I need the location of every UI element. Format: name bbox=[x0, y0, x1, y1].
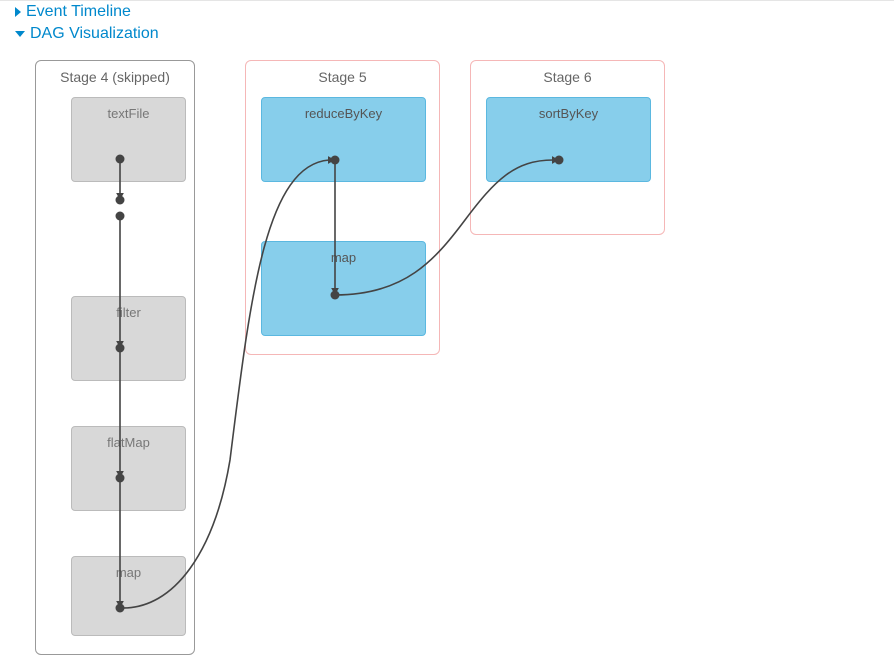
dag-visualization-toggle[interactable]: DAG Visualization bbox=[0, 23, 894, 45]
event-timeline-label: Event Timeline bbox=[26, 3, 131, 21]
op-s4_map: map bbox=[71, 556, 186, 636]
chevron-down-icon bbox=[15, 31, 25, 37]
stage-title: Stage 6 bbox=[481, 69, 654, 85]
op-s4_flatMap: flatMap bbox=[71, 426, 186, 511]
stage-stage5: Stage 5 reduceByKey map bbox=[245, 60, 440, 355]
stage-title: Stage 5 bbox=[256, 69, 429, 85]
op-s5_reduceByKey: reduceByKey bbox=[261, 97, 426, 182]
op-s6_sortByKey: sortByKey bbox=[486, 97, 651, 182]
stage-stage4: Stage 4 (skipped) textFile filter flatMap ma… bbox=[35, 60, 195, 655]
stage-title: Stage 4 (skipped) bbox=[46, 69, 184, 85]
dag-diagram: Stage 4 (skipped) textFile filter flatMap ma… bbox=[35, 60, 735, 670]
event-timeline-toggle[interactable]: Event Timeline bbox=[0, 1, 894, 23]
op-s4_textFile: textFile bbox=[71, 97, 186, 182]
chevron-right-icon bbox=[15, 7, 21, 17]
stage-stage6: Stage 6 sortByKey bbox=[470, 60, 665, 235]
op-s4_filter: filter bbox=[71, 296, 186, 381]
op-s5_map: map bbox=[261, 241, 426, 336]
dag-visualization-label: DAG Visualization bbox=[30, 25, 159, 43]
